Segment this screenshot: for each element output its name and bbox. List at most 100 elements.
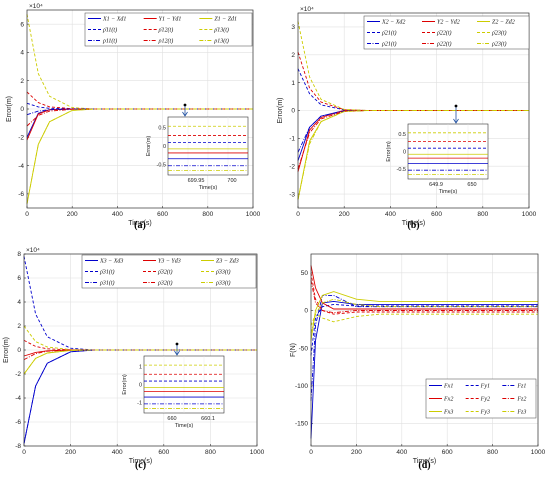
x-tick-label: 1000: [522, 211, 537, 218]
x-tick-label: 400: [385, 211, 396, 218]
y-tick-label: -100: [295, 383, 308, 390]
y-tick-label: 4: [17, 299, 21, 306]
x-tick-label: 0: [296, 211, 300, 218]
legend-label: ρ̄13(t): [213, 27, 229, 34]
inset-y-tick-label: 0: [139, 383, 142, 389]
legend-label: ρ̄12(t): [158, 27, 174, 34]
x-tick-label: 0: [309, 449, 313, 456]
series-line: [310, 291, 538, 341]
inset-y-tick-label: -1: [137, 401, 142, 407]
y-axis-label: Error(m): [3, 337, 10, 363]
x-axis-label: Time(s): [128, 220, 151, 227]
legend-label: Fz3: [516, 410, 526, 416]
y-tick-label: 3: [291, 24, 295, 31]
legend-label: ρ12(t): [158, 38, 174, 45]
legend-label: ρ23(t): [491, 41, 507, 48]
legend-label: ρ21(t): [381, 41, 397, 48]
y-axis-label: F(N): [290, 343, 297, 357]
series-line: [23, 340, 257, 351]
axes-frame: [23, 253, 258, 447]
legend-label: Z1 − Zd1: [214, 17, 237, 23]
legend-label: Z2 − Zd2: [492, 20, 515, 26]
y-tick-label: 0: [291, 108, 295, 115]
x-tick-label: 200: [351, 449, 362, 456]
y-tick-label: 2: [20, 78, 24, 85]
inset-x-axis-label: Time(s): [199, 185, 218, 191]
series-line: [26, 91, 253, 110]
x-tick-label: 600: [442, 449, 453, 456]
x-tick-label: 400: [112, 211, 123, 218]
x-tick-label: 600: [431, 211, 442, 218]
x-tick-label: 200: [339, 211, 350, 218]
y-tick-label: -2: [18, 134, 24, 141]
series-line: [310, 265, 538, 310]
legend-label: ρ̄11(t): [102, 27, 117, 34]
y-tick-label: -3: [289, 191, 295, 198]
y-tick-label: -150: [295, 421, 308, 428]
chart-panel-c: 0 200 400 600 800 1000 -8 -6 -4 -2 0 2 4 6 8 Time(s) Err…: [3, 247, 265, 471]
x-tick-label: 1000: [531, 449, 546, 456]
panel-title: (a): [134, 220, 146, 231]
chart-panel-a: 0 200 400 600 800 1000 -6 -4 -2 0 2 4 6 Time(s) Error(…: [6, 3, 261, 231]
legend-label: ρ̄22(t): [436, 30, 452, 37]
inset-x-tick-label: 660.1: [201, 416, 215, 422]
x-tick-label: 200: [67, 211, 78, 218]
y-tick-label: 2: [291, 52, 295, 59]
y-tick-label: -50: [299, 345, 309, 352]
legend-label: ρ̄21(t): [381, 30, 397, 37]
inset-x-tick-label: 700: [227, 178, 236, 184]
inset-y-tick-label: 0.5: [398, 132, 406, 138]
panel-title: (b): [407, 220, 419, 231]
legend-label: ρ13(t): [213, 38, 229, 45]
legend-label: ρ31(t): [99, 280, 115, 287]
y-axis-label: Error(m): [6, 96, 13, 122]
y-exponent-label: ×10⁴: [29, 3, 43, 10]
zoom-marker: [454, 104, 458, 108]
series-line: [310, 303, 538, 356]
y-tick-label: 2: [17, 323, 21, 330]
y-axis-label: Error(m): [277, 97, 284, 123]
zoom-marker: [183, 103, 187, 107]
x-tick-label: 800: [477, 211, 488, 218]
legend-label: Fy2: [480, 397, 490, 403]
series-line: [23, 349, 257, 375]
legend-label: Y3 − Yd3: [158, 259, 181, 265]
y-tick-label: -4: [15, 395, 21, 402]
y-tick-label: -6: [18, 191, 24, 198]
legend-label: ρ22(t): [436, 41, 452, 48]
series-line: [310, 280, 538, 314]
legend-label: ρ̄31(t): [99, 269, 115, 276]
x-axis-label: Time(s): [129, 458, 152, 465]
inset-y-tick-label: -0.5: [397, 167, 406, 173]
chart-panel-d: 0 200 400 600 800 1000 -150 -100 -50 0 50 Time(s) F(…: [290, 253, 546, 471]
x-tick-label: 400: [396, 449, 407, 456]
zoom-marker: [175, 342, 179, 346]
x-tick-label: 200: [65, 449, 76, 456]
inset-x-axis-label: Time(s): [439, 189, 458, 195]
panel-title: (d): [418, 460, 430, 471]
y-tick-label: 0: [20, 106, 24, 113]
axes-frame: [310, 253, 539, 447]
legend-label: Fz1: [516, 384, 526, 390]
panel-title: (c): [135, 460, 146, 471]
legend-label: Fx2: [443, 397, 453, 403]
axes-frame: [297, 12, 530, 209]
legend-label: Fy1: [480, 384, 490, 390]
y-tick-label: 0: [17, 347, 21, 354]
x-tick-label: 600: [157, 211, 168, 218]
x-tick-label: 400: [112, 449, 123, 456]
y-tick-label: -6: [15, 419, 21, 426]
x-tick-label: 600: [158, 449, 169, 456]
legend-box: [425, 378, 537, 419]
chart-panel-b: 0 200 400 600 800 1000 -3 -2 -1 0 1 2 3 Time(s) Error(…: [277, 6, 537, 231]
y-exponent-label: ×10⁴: [26, 247, 40, 254]
y-exponent-label: ×10⁴: [300, 6, 314, 13]
y-tick-label: 0: [304, 308, 308, 315]
legend-label: X1 − Xd1: [102, 17, 126, 23]
y-tick-label: -1: [289, 136, 295, 143]
legend-label: ρ32(t): [157, 280, 173, 287]
inset-x-tick-label: 650: [467, 182, 476, 188]
inset-y-axis-label: Error(m): [146, 136, 152, 157]
legend-box: [84, 12, 253, 47]
